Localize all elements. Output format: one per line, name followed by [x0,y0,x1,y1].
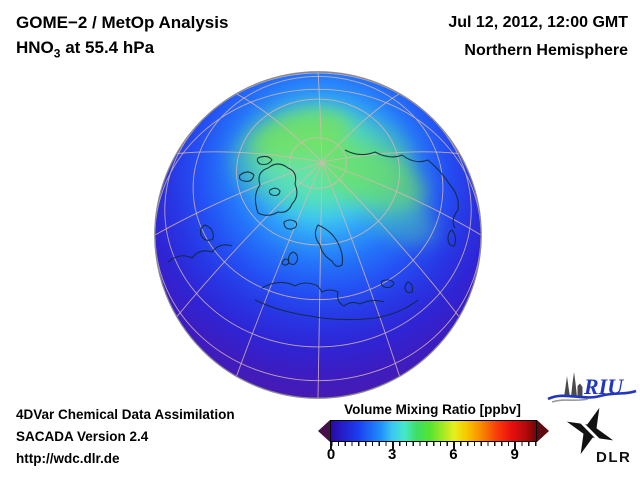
cathedral-icon [564,372,583,397]
colorbar-minor-ticks [331,442,537,446]
colorbar-major-tick [391,442,394,449]
colorbar-title: Volume Mixing Ratio [ppbv] [344,402,521,417]
datetime-label: Jul 12, 2012, 12:00 GMT [448,14,628,31]
dlr-star-icon [566,407,614,455]
species-level-title: HNO3 at 55.4 hPa [16,38,155,61]
riu-wave-shadow-icon [551,398,589,403]
hemisphere-label: Northern Hemisphere [464,42,628,59]
colorbar-major-tick [452,442,455,449]
colorbar-tick-label: 0 [326,446,336,463]
colorbar-gradient [330,420,537,442]
globe-limb [154,71,482,399]
riu-logo: RIU [547,372,637,403]
graticule-meridians [155,72,481,398]
colorbar-tick-label: 3 [388,446,397,463]
title-block-left: GOME−2 / MetOp Analysis HNO3 at 55.4 hPa [16,10,228,60]
analysis-title: GOME−2 / MetOp Analysis [16,13,229,32]
coastlines [167,149,459,321]
colorbar-major-tick [514,442,516,449]
credit-url: http://wdc.dlr.de [16,451,120,466]
colorbar-tick-label: 6 [449,446,458,463]
title-block-right: Jul 12, 2012, 12:00 GMT Northern Hemisph… [448,14,628,60]
credit-method: 4DVar Chemical Data Assimilation [16,407,235,422]
dlr-logo: DLR [566,407,631,466]
colorbar-overflow-arrow [537,420,549,442]
credits-block: 4DVar Chemical Data Assimilation SACADA … [16,404,235,470]
colorbar-major-tick [330,442,333,449]
subscript: 3 [53,46,61,61]
riu-wave-icon [547,389,637,401]
credit-version: SACADA Version 2.4 [16,429,149,444]
colorbar-tick-label: 9 [510,446,519,463]
colorbar: Volume Mixing Ratio [ppbv] 0 3 6 9 [310,400,560,470]
colorbar-underflow-arrow [318,420,330,442]
dlr-logo-text: DLR [596,449,631,466]
